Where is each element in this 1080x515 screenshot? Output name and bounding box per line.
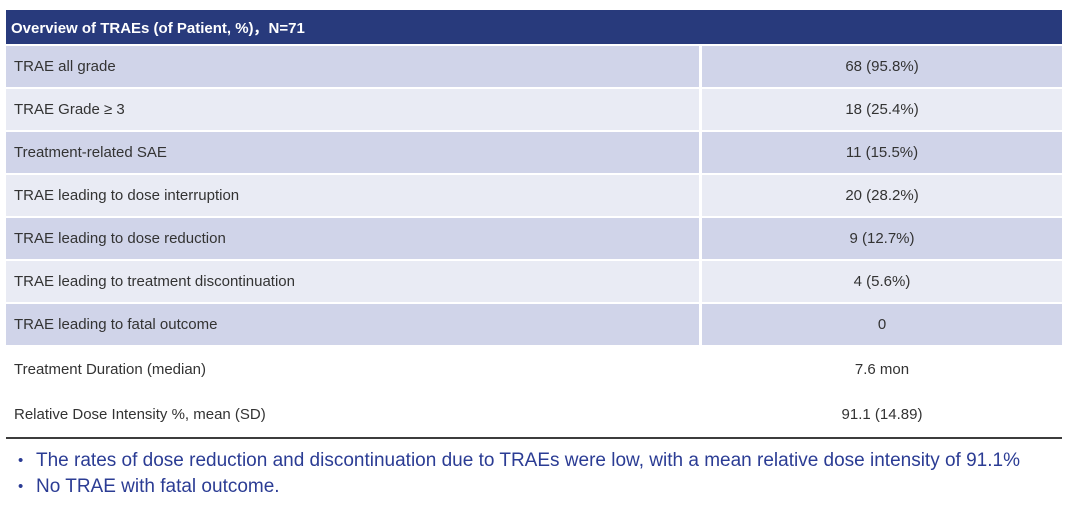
table-bottom-rule xyxy=(6,437,1062,439)
row-value: 20 (28.2%) xyxy=(845,187,919,204)
row-label: TRAE leading to fatal outcome xyxy=(6,304,702,345)
row-value: 91.1 (14.89) xyxy=(841,406,923,423)
row-value: 18 (25.4%) xyxy=(845,101,919,118)
table-row: Treatment-related SAE 11 (15.5%) xyxy=(6,132,1062,175)
table-row: TRAE leading to fatal outcome 0 xyxy=(6,304,1062,347)
table-row: TRAE Grade ≥ 3 18 (25.4%) xyxy=(6,89,1062,132)
row-value: 9 (12.7%) xyxy=(849,230,915,247)
table-body: TRAE all grade 68 (95.8%) TRAE Grade ≥ 3 18… xyxy=(6,46,1062,437)
table-row: TRAE leading to dose interruption 20 (28.… xyxy=(6,175,1062,218)
table-row: TRAE all grade 68 (95.8%) xyxy=(6,46,1062,89)
table-header: Overview of TRAEs (of Patient, %)，N=71 xyxy=(6,10,1062,44)
bullet-icon: • xyxy=(18,478,24,495)
row-label: TRAE all grade xyxy=(6,46,702,87)
table-row: Treatment Duration (median) 7.6 mon xyxy=(6,347,1062,392)
row-value: 7.6 mon xyxy=(854,361,910,378)
table-row: TRAE leading to treatment discontinuatio… xyxy=(6,261,1062,304)
trae-overview-table: Overview of TRAEs (of Patient, %)，N=71 T… xyxy=(6,10,1062,439)
row-value: 11 (15.5%) xyxy=(845,144,919,161)
bullet-text: The rates of dose reduction and disconti… xyxy=(36,450,1020,471)
row-label: TRAE leading to dose interruption xyxy=(6,175,702,216)
row-label: TRAE leading to dose reduction xyxy=(6,218,702,259)
row-label: Treatment-related SAE xyxy=(6,132,702,173)
row-label: Relative Dose Intensity %, mean (SD) xyxy=(14,406,266,423)
row-label: TRAE leading to treatment discontinuatio… xyxy=(6,261,702,302)
table-row: Relative Dose Intensity %, mean (SD) 91.1… xyxy=(6,392,1062,437)
bullet-text: No TRAE with fatal outcome. xyxy=(36,476,280,497)
table-row: TRAE leading to dose reduction 9 (12.7%) xyxy=(6,218,1062,261)
row-value: 0 xyxy=(877,316,887,333)
bullet-icon: • xyxy=(18,452,24,469)
row-value: 68 (95.8%) xyxy=(845,58,919,75)
key-findings: • The rates of dose reduction and discon… xyxy=(6,448,1074,500)
bullet-item: • The rates of dose reduction and discon… xyxy=(6,448,1074,474)
row-label: Treatment Duration (median) xyxy=(14,361,207,378)
row-label: TRAE Grade ≥ 3 xyxy=(6,89,702,130)
row-value: 4 (5.6%) xyxy=(853,273,911,290)
bullet-item: • No TRAE with fatal outcome. xyxy=(6,474,1074,500)
